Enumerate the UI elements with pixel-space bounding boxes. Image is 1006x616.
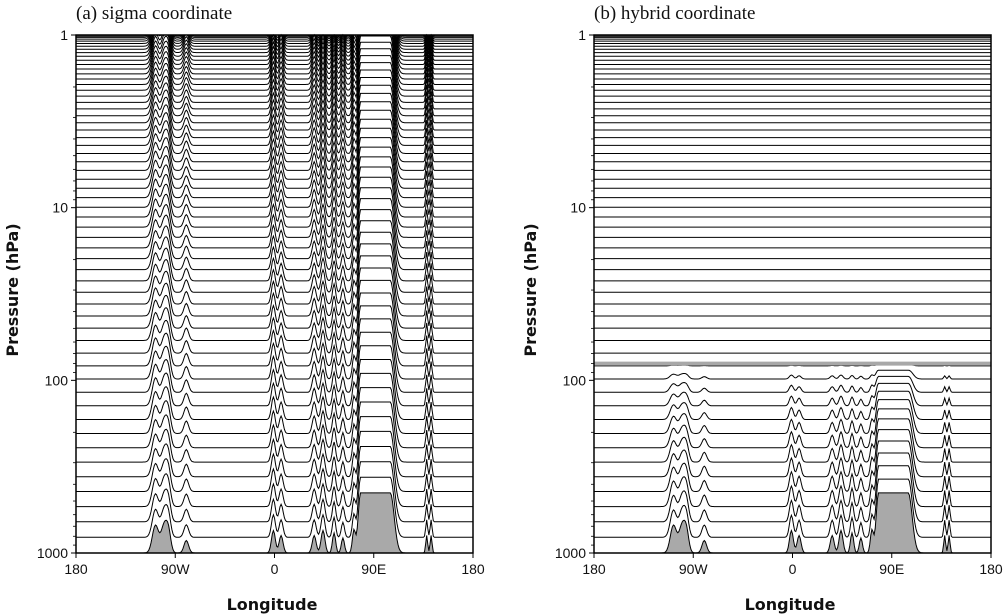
level-line bbox=[594, 369, 991, 380]
level-line bbox=[76, 48, 473, 110]
level-line bbox=[76, 34, 473, 80]
level-line bbox=[76, 34, 473, 85]
y-axis-label: Pressure (hPa) bbox=[521, 223, 540, 356]
x-tick-label: 90E bbox=[879, 561, 904, 577]
y-tick-label: 10 bbox=[52, 200, 68, 216]
level-line bbox=[76, 118, 473, 180]
level-line bbox=[76, 34, 473, 65]
x-tick-label: 180 bbox=[979, 561, 1003, 577]
level-line bbox=[76, 34, 473, 70]
level-line bbox=[76, 331, 473, 393]
level-line bbox=[76, 416, 473, 478]
level-line bbox=[594, 440, 991, 492]
level-line bbox=[76, 176, 473, 238]
x-tick-label: 180 bbox=[461, 561, 485, 577]
x-tick-label: 90W bbox=[679, 561, 709, 577]
level-line bbox=[76, 209, 473, 271]
level-line bbox=[76, 292, 473, 354]
level-line bbox=[76, 305, 473, 367]
level-line bbox=[76, 146, 473, 208]
y-tick-label: 100 bbox=[563, 372, 587, 388]
level-line bbox=[76, 69, 473, 131]
level-lines bbox=[76, 33, 473, 554]
level-line bbox=[76, 401, 473, 463]
level-line bbox=[76, 345, 473, 407]
level-line bbox=[76, 137, 473, 199]
level-line bbox=[76, 255, 473, 317]
x-tick-label: 0 bbox=[789, 561, 797, 577]
level-line bbox=[76, 156, 473, 218]
level-line bbox=[76, 84, 473, 146]
level-line bbox=[76, 187, 473, 249]
axis-ticks: 180 90W 0 90E 180 1 10 100 1000 bbox=[555, 27, 1003, 577]
level-line bbox=[76, 358, 473, 421]
level-line bbox=[76, 55, 473, 117]
x-axis-label: Longitude bbox=[745, 595, 836, 614]
y-tick-label: 100 bbox=[45, 372, 69, 388]
level-line bbox=[76, 127, 473, 189]
level-line bbox=[594, 418, 991, 463]
y-tick-label: 1000 bbox=[555, 545, 586, 561]
level-line bbox=[76, 318, 473, 380]
y-tick-label: 1 bbox=[60, 27, 68, 43]
x-tick-label: 90E bbox=[361, 561, 386, 577]
level-line bbox=[76, 34, 473, 75]
level-line bbox=[594, 399, 991, 434]
panel-title: (a) sigma coordinate bbox=[76, 3, 232, 24]
level-line bbox=[76, 387, 473, 449]
x-axis-label: Longitude bbox=[227, 595, 318, 614]
panel-hybrid: (b) hybrid coordinate 180 90W 0 90E 180 1 10 10… bbox=[521, 3, 1003, 614]
level-line bbox=[594, 382, 991, 407]
panel-title: (b) hybrid coordinate bbox=[594, 3, 755, 24]
y-tick-label: 1000 bbox=[37, 545, 68, 561]
level-line bbox=[76, 34, 473, 91]
level-line bbox=[76, 243, 473, 305]
level-line bbox=[594, 375, 991, 393]
level-line bbox=[594, 452, 991, 508]
level-line bbox=[76, 34, 473, 61]
level-line bbox=[76, 33, 473, 57]
panel-sigma: (a) sigma coordinate 180 90W 0 90E 180 1 10 100… bbox=[3, 3, 485, 614]
level-line bbox=[76, 41, 473, 103]
level-line bbox=[76, 446, 473, 508]
level-line bbox=[76, 279, 473, 342]
axis-ticks: 180 90W 0 90E 180 1 10 100 1000 bbox=[37, 27, 485, 577]
level-line bbox=[76, 430, 473, 492]
level-line bbox=[594, 478, 991, 538]
level-line bbox=[76, 92, 473, 154]
level-line bbox=[76, 77, 473, 139]
level-line bbox=[594, 465, 991, 523]
level-line bbox=[76, 35, 473, 97]
level-line bbox=[76, 166, 473, 228]
level-line bbox=[594, 429, 991, 478]
x-tick-label: 90W bbox=[161, 561, 191, 577]
y-tick-label: 10 bbox=[570, 200, 586, 216]
level-line bbox=[76, 267, 473, 329]
terrain-fill bbox=[594, 492, 991, 553]
x-tick-label: 0 bbox=[271, 561, 279, 577]
level-line bbox=[76, 198, 473, 260]
level-line bbox=[76, 231, 473, 293]
level-line bbox=[76, 101, 473, 163]
y-axis-label: Pressure (hPa) bbox=[3, 223, 22, 356]
level-line bbox=[76, 461, 473, 523]
x-tick-label: 180 bbox=[64, 561, 88, 577]
level-line bbox=[76, 372, 473, 435]
level-lines bbox=[594, 34, 991, 554]
level-line bbox=[76, 62, 473, 124]
level-line bbox=[76, 476, 473, 538]
y-tick-label: 1 bbox=[578, 27, 586, 43]
level-line bbox=[76, 109, 473, 171]
x-tick-label: 180 bbox=[582, 561, 606, 577]
level-line bbox=[594, 408, 991, 449]
level-line bbox=[76, 220, 473, 282]
level-line bbox=[594, 390, 991, 421]
terrain-fill bbox=[76, 492, 473, 553]
